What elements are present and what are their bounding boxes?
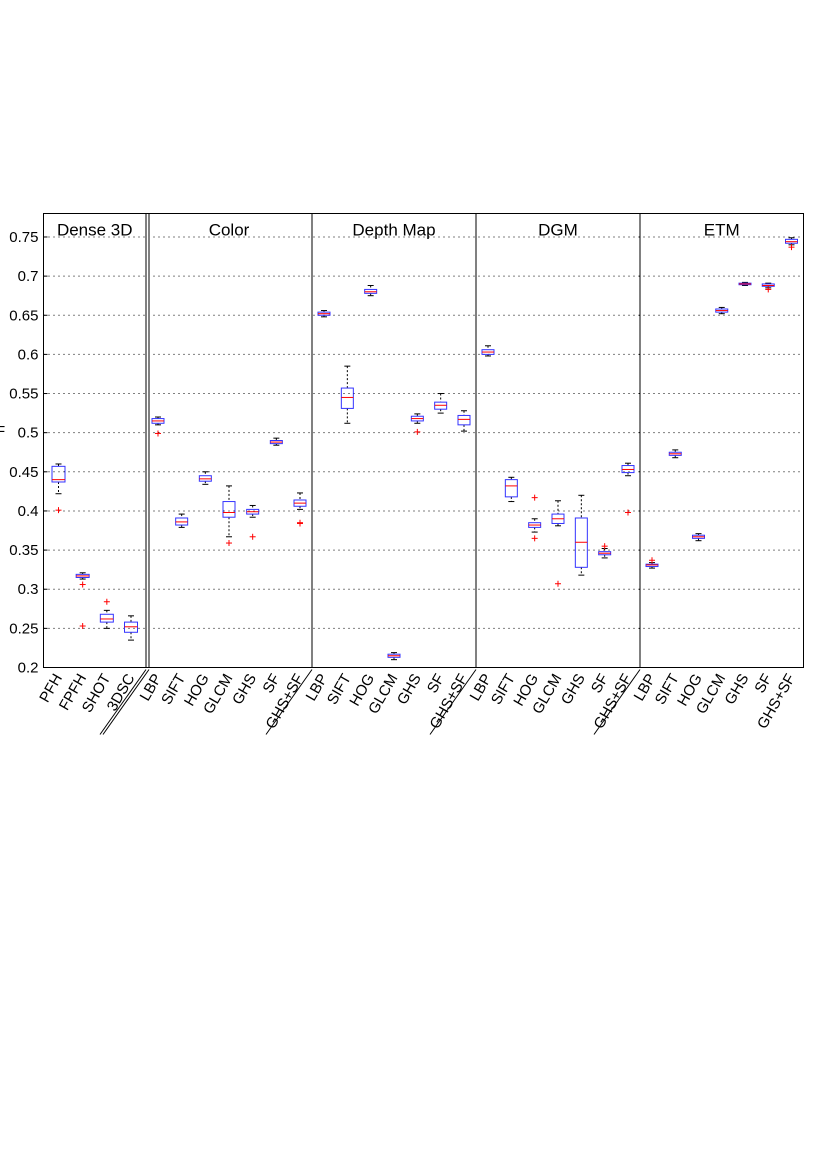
- category-label: GHS: [558, 671, 589, 708]
- boxplot-item: [574, 494, 588, 576]
- boxplot-item: [738, 281, 752, 287]
- box-iqr: [504, 479, 518, 498]
- boxplot-item: [175, 513, 189, 528]
- boxplot-item: [528, 494, 542, 542]
- y-tick-label: 0.75: [9, 229, 38, 246]
- y-tick-label: 0.4: [18, 503, 39, 520]
- panel-title: ETM: [704, 221, 740, 240]
- boxplot-item: [387, 652, 401, 661]
- y-tick-label: 0.65: [9, 307, 38, 324]
- y-axis-label: F: [0, 423, 5, 440]
- y-tick-label: 0.55: [9, 386, 38, 403]
- y-tick-label: 0.45: [9, 464, 38, 481]
- label-layer: F 0.2 0.25 0.3 0.35 0.4 0.45 0.5 0.55 0.6 0.65 0.7 0…: [0, 221, 799, 732]
- separator-diagonal: [593, 669, 641, 735]
- boxplot-item: [198, 471, 212, 485]
- boxplot-item: [434, 393, 448, 414]
- boxplot-item: [457, 410, 471, 432]
- panel-title: Depth Map: [352, 221, 435, 240]
- boxplot-item: [151, 416, 165, 437]
- boxplot-item: [317, 310, 331, 318]
- box-iqr: [340, 387, 354, 409]
- boxplot-item: [124, 615, 138, 641]
- panel-title: Dense 3D: [57, 221, 133, 240]
- y-tick-label: 0.2: [18, 660, 39, 677]
- separator-diagonal: [429, 669, 477, 735]
- boxplot-item: [692, 533, 705, 542]
- box-iqr: [51, 465, 66, 483]
- boxplot-item: [481, 345, 495, 357]
- boxplot-item: [246, 504, 260, 540]
- boxplot-item: [340, 365, 354, 424]
- boxplot-item: [51, 463, 66, 514]
- separator-diagonal: [265, 669, 313, 735]
- box-iqr: [99, 613, 114, 623]
- y-tick-label: 0.35: [9, 542, 38, 559]
- box-layer: [51, 237, 798, 661]
- grid-layer: [43, 236, 804, 668]
- boxplot-item: [668, 449, 682, 459]
- boxplot-item: [410, 413, 424, 435]
- panel-title: DGM: [538, 221, 578, 240]
- box-iqr: [222, 501, 236, 518]
- boxplot-item: [269, 437, 283, 446]
- plot-frame: [43, 213, 804, 668]
- panel-separators: [99, 213, 641, 735]
- y-tick-label: 0.7: [18, 268, 39, 285]
- category-label: GHS: [721, 671, 752, 708]
- boxplot-item: [75, 572, 90, 630]
- boxplot-item: [785, 237, 798, 251]
- category-label: GHS: [394, 671, 425, 708]
- y-tick-label: 0.3: [18, 581, 39, 598]
- boxplot-item: [364, 285, 378, 297]
- boxplot-item: [551, 500, 565, 587]
- y-tick-label: 0.6: [18, 346, 39, 363]
- y-tick-label: 0.25: [9, 620, 38, 637]
- y-tick-label: 0.5: [18, 425, 39, 442]
- boxplot-item: [761, 282, 775, 293]
- panel-title: Color: [209, 221, 250, 240]
- boxplot-item: [621, 462, 635, 516]
- separator-diagonal: [99, 669, 147, 735]
- boxplot-item: [99, 598, 114, 629]
- category-label: GHS: [229, 671, 260, 708]
- boxplot-item: [715, 306, 729, 315]
- boxplot-item: [645, 557, 659, 569]
- boxplot-item: [293, 492, 307, 527]
- separator-diagonal: [102, 669, 150, 735]
- boxplot-item: [598, 543, 612, 559]
- boxplot-item: [222, 485, 236, 547]
- box-iqr: [457, 414, 471, 426]
- boxplot-item: [504, 476, 518, 503]
